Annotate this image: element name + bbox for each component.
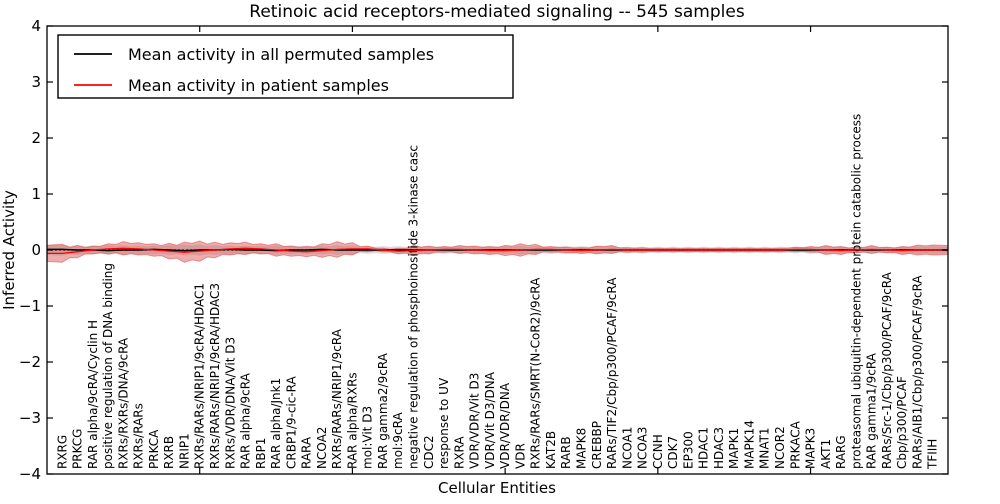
- legend-label-patient: Mean activity in patient samples: [128, 76, 389, 95]
- entity-label: RARA: [300, 436, 314, 469]
- entity-label: PRKACA: [788, 420, 802, 469]
- entity-label: RXRs/RARs/NRIP1/9cRA: [330, 328, 344, 469]
- entity-label: RAR alpha/9cRA/Cyclin H: [86, 320, 100, 469]
- entity-label: NCOA1: [620, 427, 634, 469]
- y-tick-label: 0: [31, 241, 41, 259]
- entity-label: PRKCG: [71, 429, 85, 469]
- entity-label: Cbp/p300/PCAF: [895, 376, 909, 469]
- y-tick-label: 1: [31, 185, 41, 203]
- entity-label: RAR alpha/RXRs: [345, 372, 359, 469]
- entity-label: MNAT1: [758, 427, 772, 469]
- y-axis-label: Inferred Activity: [0, 190, 18, 310]
- entity-label: RAR alpha/Jnk1: [269, 378, 283, 469]
- entity-label: VDR: [513, 443, 527, 469]
- entity-label: KAT2B: [544, 431, 558, 469]
- entity-label: NCOA3: [636, 427, 650, 469]
- entity-label: CRBP1/9-cic-RA: [284, 375, 298, 469]
- entity-label: VDR/VDR/DNA: [498, 382, 512, 469]
- entity-label: RAR gamma1/9cRA: [865, 352, 879, 469]
- entity-label: RXRs/RARs/NRIP1/9cRA/HDAC1: [193, 283, 207, 469]
- entity-label: mol:Vit D3: [361, 406, 375, 469]
- legend-box: [57, 34, 514, 99]
- entity-label: RARG: [834, 435, 848, 469]
- entity-label: CDC2: [422, 435, 436, 469]
- entity-label: RARs/Src-1/Cbp/p300/PCAF/9cRA: [880, 271, 894, 469]
- entity-label: AKT1: [819, 439, 833, 469]
- entity-label: VDR/VDR/Vit D3: [468, 373, 482, 469]
- entity-label: NCOR2: [773, 426, 787, 469]
- entity-label: negative regulation of phosphoinositide …: [407, 145, 421, 469]
- patient-band: [47, 240, 948, 263]
- entity-label: RARs/AIB1/Cbp/p300/PCAF/9cRA: [911, 275, 925, 469]
- legend-label-permuted: Mean activity in all permuted samples: [128, 45, 434, 64]
- x-axis-label: Cellular Entities: [438, 479, 556, 497]
- chart-title: Retinoic acid receptors-mediated signali…: [249, 2, 745, 22]
- entity-label: RXRs/RARs/SMRT(N-CoR2)/9cRA: [529, 277, 543, 469]
- entity-label: RAR alpha/9cRA: [239, 372, 253, 469]
- entity-label: TFIIH: [926, 439, 940, 470]
- entity-label: RXRs/RXRs/DNA/9cRA: [116, 337, 130, 469]
- y-tick-label: −2: [19, 353, 41, 371]
- entity-label: RARB: [559, 436, 573, 469]
- entity-label: MAPK8: [575, 428, 589, 469]
- entity-label: proteasomal ubiquitin-dependent protein …: [849, 114, 863, 469]
- entity-label: RXRG: [55, 435, 69, 469]
- entity-label: RXRs/RARs: [132, 403, 146, 469]
- entity-label: HDAC3: [712, 427, 726, 469]
- entity-label: CREBBP: [590, 421, 604, 469]
- plot-frame: [46, 25, 949, 475]
- entity-label: RXRB: [162, 436, 176, 469]
- entity-label: RBP1: [254, 438, 268, 469]
- y-tick-label: 4: [31, 17, 41, 35]
- y-tick-label: −4: [19, 465, 41, 483]
- entity-label: RXRs/VDR/DNA/Vit D3: [223, 337, 237, 469]
- legend: Mean activity in all permuted samples Me…: [57, 34, 514, 99]
- legend-entry-patient: Mean activity in patient samples: [74, 76, 389, 95]
- entity-label: RARs/TIF2/Cbp/p300/PCAF/9cRA: [605, 277, 619, 469]
- entity-label: VDR/Vit D3/DNA: [483, 371, 497, 469]
- mean-patient-line: [47, 247, 948, 255]
- entity-label: MAPK14: [743, 420, 757, 469]
- entity-label: CDK7: [666, 436, 680, 469]
- entity-label: RAR gamma2/9cRA: [376, 352, 390, 469]
- entity-label: RXRs/RARs/NRIP1/9cRA/HDAC3: [208, 283, 222, 469]
- y-tick-label: −1: [19, 297, 41, 315]
- entity-label: positive regulation of DNA binding: [101, 263, 115, 469]
- entity-label: EP300: [681, 431, 695, 469]
- entity-label: CCNH: [651, 434, 665, 469]
- entity-label: response to UV: [437, 377, 451, 469]
- entity-label: NRIP1: [177, 433, 191, 469]
- y-tick-label: 3: [31, 73, 41, 91]
- entity-label: HDAC1: [697, 427, 711, 469]
- entity-label: NCOA2: [315, 427, 329, 469]
- y-tick-label: 2: [31, 129, 41, 147]
- entity-label: MAPK3: [804, 428, 818, 469]
- y-tick-label: −3: [19, 409, 41, 427]
- entity-label: RXRA: [452, 436, 466, 469]
- entity-label: PRKCA: [147, 429, 161, 469]
- entity-label: MAPK1: [727, 428, 741, 469]
- entity-label: mol:9cRA: [391, 412, 405, 469]
- legend-entry-permuted: Mean activity in all permuted samples: [74, 45, 434, 64]
